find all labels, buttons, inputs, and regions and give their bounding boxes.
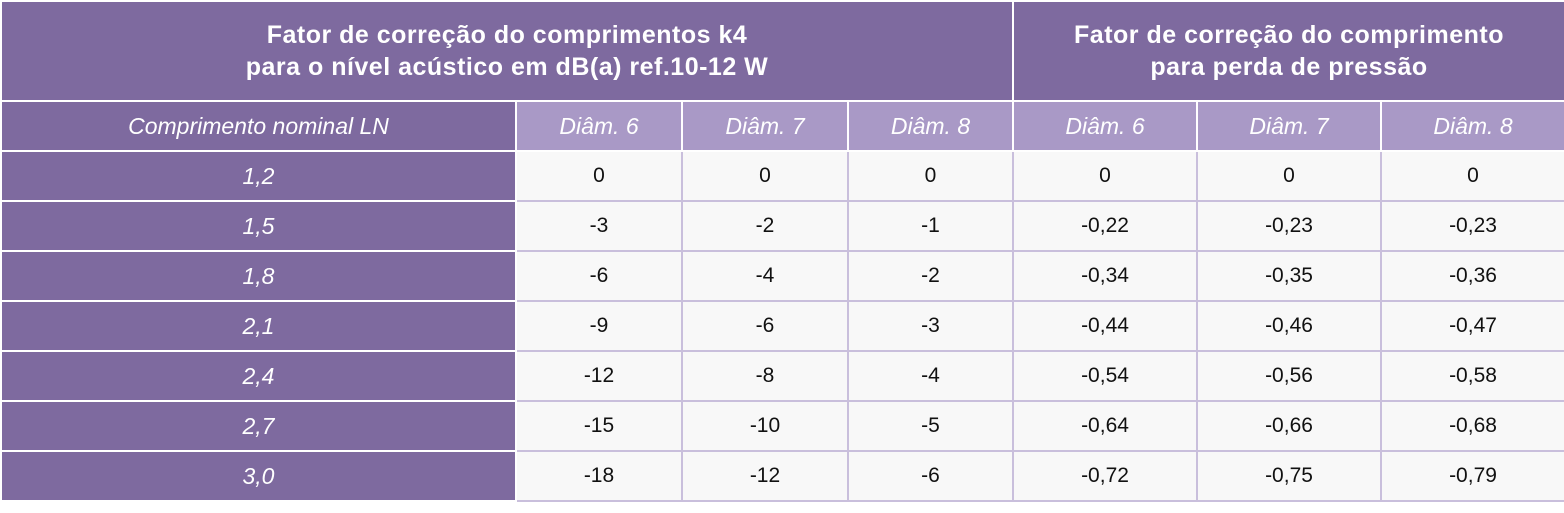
title-line: Fator de correção do comprimento (1074, 21, 1504, 49)
table-cell: -0,75 (1196, 450, 1382, 502)
table-cell: -4 (847, 350, 1014, 402)
title-row: Fator de correção do comprimentos k4 par… (0, 0, 1564, 102)
table-cell: -0,68 (1379, 400, 1564, 452)
column-header: Diâm. 7 (681, 100, 849, 152)
table-row: 2,4 -12 -8 -4 -0,54 -0,56 -0,58 (0, 350, 1564, 402)
row-header: 1,2 (0, 150, 517, 202)
table-cell: 0 (1379, 150, 1564, 202)
title-line: para o nível acústico em dB(a) ref.10-12… (245, 53, 769, 81)
row-header: 1,8 (0, 250, 517, 302)
table-cell: 0 (515, 150, 683, 202)
table-cell: -0,47 (1379, 300, 1564, 352)
table-cell: -0,22 (1012, 200, 1198, 252)
table-cell: -8 (681, 350, 849, 402)
column-header: Diâm. 6 (515, 100, 683, 152)
table-cell: -1 (847, 200, 1014, 252)
table-cell: 0 (1196, 150, 1382, 202)
table-cell: 0 (847, 150, 1014, 202)
table-row: 3,0 -18 -12 -6 -0,72 -0,75 -0,79 (0, 450, 1564, 502)
table-cell: -0,64 (1012, 400, 1198, 452)
table-cell: -0,79 (1379, 450, 1564, 502)
row-header: 1,5 (0, 200, 517, 252)
column-header: Comprimento nominal LN (0, 100, 517, 152)
table-cell: -12 (515, 350, 683, 402)
table-cell: -9 (515, 300, 683, 352)
right-title: Fator de correção do comprimento para pe… (1011, 0, 1564, 102)
table-cell: -0,34 (1012, 250, 1198, 302)
table-cell: -2 (681, 200, 849, 252)
table-cell: -0,54 (1012, 350, 1198, 402)
column-header: Diâm. 8 (847, 100, 1014, 152)
title-line: para perda de pressão (1150, 53, 1428, 81)
table-cell: -0,56 (1196, 350, 1382, 402)
table-row: 2,1 -9 -6 -3 -0,44 -0,46 -0,47 (0, 300, 1564, 352)
column-header: Diâm. 7 (1196, 100, 1382, 152)
column-header: Diâm. 8 (1379, 100, 1564, 152)
table-cell: -15 (515, 400, 683, 452)
column-header-row: Comprimento nominal LN Diâm. 6 Diâm. 7 Diâm… (0, 100, 1564, 152)
row-header: 2,7 (0, 400, 517, 452)
row-header: 2,1 (0, 300, 517, 352)
left-title: Fator de correção do comprimentos k4 par… (0, 0, 1014, 102)
table-row: 1,5 -3 -2 -1 -0,22 -0,23 -0,23 (0, 200, 1564, 252)
table-cell: -6 (847, 450, 1014, 502)
table-cell: -10 (681, 400, 849, 452)
table-cell: -4 (681, 250, 849, 302)
table-cell: -6 (515, 250, 683, 302)
table-row: 1,2 0 0 0 0 0 0 (0, 150, 1564, 202)
table-cell: -0,23 (1379, 200, 1564, 252)
table-cell: -5 (847, 400, 1014, 452)
column-header: Diâm. 6 (1012, 100, 1198, 152)
table-cell: -3 (847, 300, 1014, 352)
table-row: 1,8 -6 -4 -2 -0,34 -0,35 -0,36 (0, 250, 1564, 302)
table-cell: -2 (847, 250, 1014, 302)
table-cell: -0,58 (1379, 350, 1564, 402)
table-cell: -0,44 (1012, 300, 1198, 352)
table-cell: -0,66 (1196, 400, 1382, 452)
table-cell: -0,46 (1196, 300, 1382, 352)
row-header: 2,4 (0, 350, 517, 402)
table-cell: -18 (515, 450, 683, 502)
title-line: Fator de correção do comprimentos k4 (266, 21, 748, 49)
table-cell: -0,23 (1196, 200, 1382, 252)
correction-table: Fator de correção do comprimentos k4 par… (0, 0, 1564, 502)
table-cell: -0,72 (1012, 450, 1198, 502)
table-cell: 0 (1012, 150, 1198, 202)
table-cell: -6 (681, 300, 849, 352)
table-cell: -0,36 (1379, 250, 1564, 302)
table-cell: -3 (515, 200, 683, 252)
table-row: 2,7 -15 -10 -5 -0,64 -0,66 -0,68 (0, 400, 1564, 452)
table-cell: -0,35 (1196, 250, 1382, 302)
table-cell: -12 (681, 450, 849, 502)
table-body: 1,2 0 0 0 0 0 0 1,5 -3 -2 -1 -0,22 -0,23 -0,23 1,8 -6 -4… (0, 150, 1564, 502)
row-header: 3,0 (0, 450, 517, 502)
table-cell: 0 (681, 150, 849, 202)
